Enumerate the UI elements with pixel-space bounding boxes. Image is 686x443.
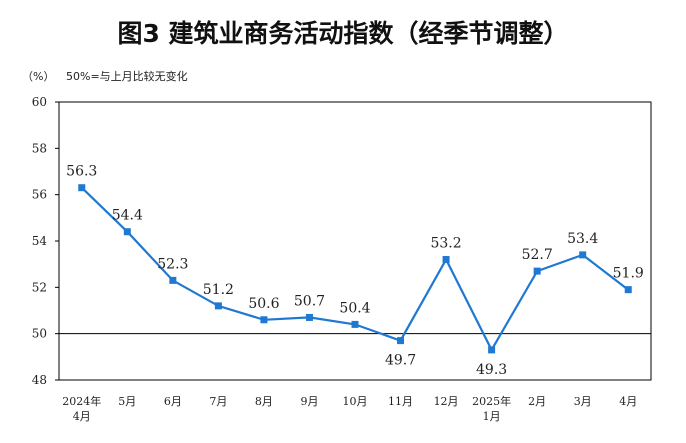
data-point-marker xyxy=(305,313,313,321)
y-axis-ticks: 48 50 52 54 56 58 60 xyxy=(32,95,59,387)
data-point-marker xyxy=(260,316,268,324)
x-tick-label: 8月 xyxy=(255,395,273,408)
y-tick-label: 52 xyxy=(32,280,47,294)
data-point-marker xyxy=(442,256,450,264)
y-tick-label: 56 xyxy=(32,188,47,202)
data-label: 52.3 xyxy=(157,256,188,272)
data-label: 50.7 xyxy=(294,293,325,309)
data-label: 56.3 xyxy=(66,164,97,180)
data-label: 49.7 xyxy=(385,353,416,369)
data-label: 53.4 xyxy=(567,231,598,247)
data-point-marker xyxy=(488,346,496,354)
chart-title: 图3 建筑业商务活动指数（经季节调整） xyxy=(117,19,568,48)
data-point-marker xyxy=(624,286,632,294)
y-axis-unit: （%） xyxy=(22,70,54,83)
data-point-marker xyxy=(397,337,405,345)
data-point-marker xyxy=(78,184,86,192)
data-point-marker xyxy=(579,251,587,259)
x-tick-label: 11月 xyxy=(388,395,413,408)
x-axis-ticks: 2024年 4月 5月 6月 7月 8月 9月 10月 11月 12月 2025年 1月 2月 3月 4月 xyxy=(62,394,637,423)
data-point-marker xyxy=(533,267,541,275)
data-point-marker xyxy=(351,320,359,328)
plot-area-frame xyxy=(58,101,652,381)
x-tick-label: 4月 xyxy=(619,395,637,408)
data-label: 49.3 xyxy=(476,362,507,378)
data-label: 50.6 xyxy=(248,296,279,312)
data-point-marker xyxy=(214,302,222,310)
y-tick-label: 54 xyxy=(32,234,48,248)
data-point-marker xyxy=(169,276,177,284)
data-point-marker xyxy=(123,228,131,236)
x-tick-label: 9月 xyxy=(300,395,318,408)
x-tick-label: 2024年 4月 xyxy=(62,394,101,423)
x-tick-label: 7月 xyxy=(209,395,227,408)
data-label: 52.7 xyxy=(522,247,553,263)
x-tick-label: 12月 xyxy=(434,395,459,408)
x-tick-label: 6月 xyxy=(164,395,182,408)
data-labels: 56.3 54.4 52.3 51.2 50.6 50.7 50.4 49.7 53.2 49.3… xyxy=(66,164,644,378)
x-tick-label: 3月 xyxy=(574,395,592,408)
reference-note: 50%=与上月比较无变化 xyxy=(66,69,188,83)
y-tick-label: 58 xyxy=(32,141,47,155)
x-tick-label: 10月 xyxy=(343,395,368,408)
y-tick-label: 50 xyxy=(32,327,47,341)
data-label: 50.4 xyxy=(339,300,370,316)
data-label: 51.9 xyxy=(613,266,644,282)
data-label: 54.4 xyxy=(112,208,143,224)
data-label: 51.2 xyxy=(203,282,234,298)
data-label: 53.2 xyxy=(430,236,461,252)
x-tick-label: 2025年 1月 xyxy=(472,394,511,423)
y-tick-label: 60 xyxy=(32,95,47,109)
x-tick-label: 5月 xyxy=(118,395,136,408)
series-markers xyxy=(78,184,632,354)
y-tick-label: 48 xyxy=(32,373,47,387)
x-tick-label: 2月 xyxy=(528,395,546,408)
